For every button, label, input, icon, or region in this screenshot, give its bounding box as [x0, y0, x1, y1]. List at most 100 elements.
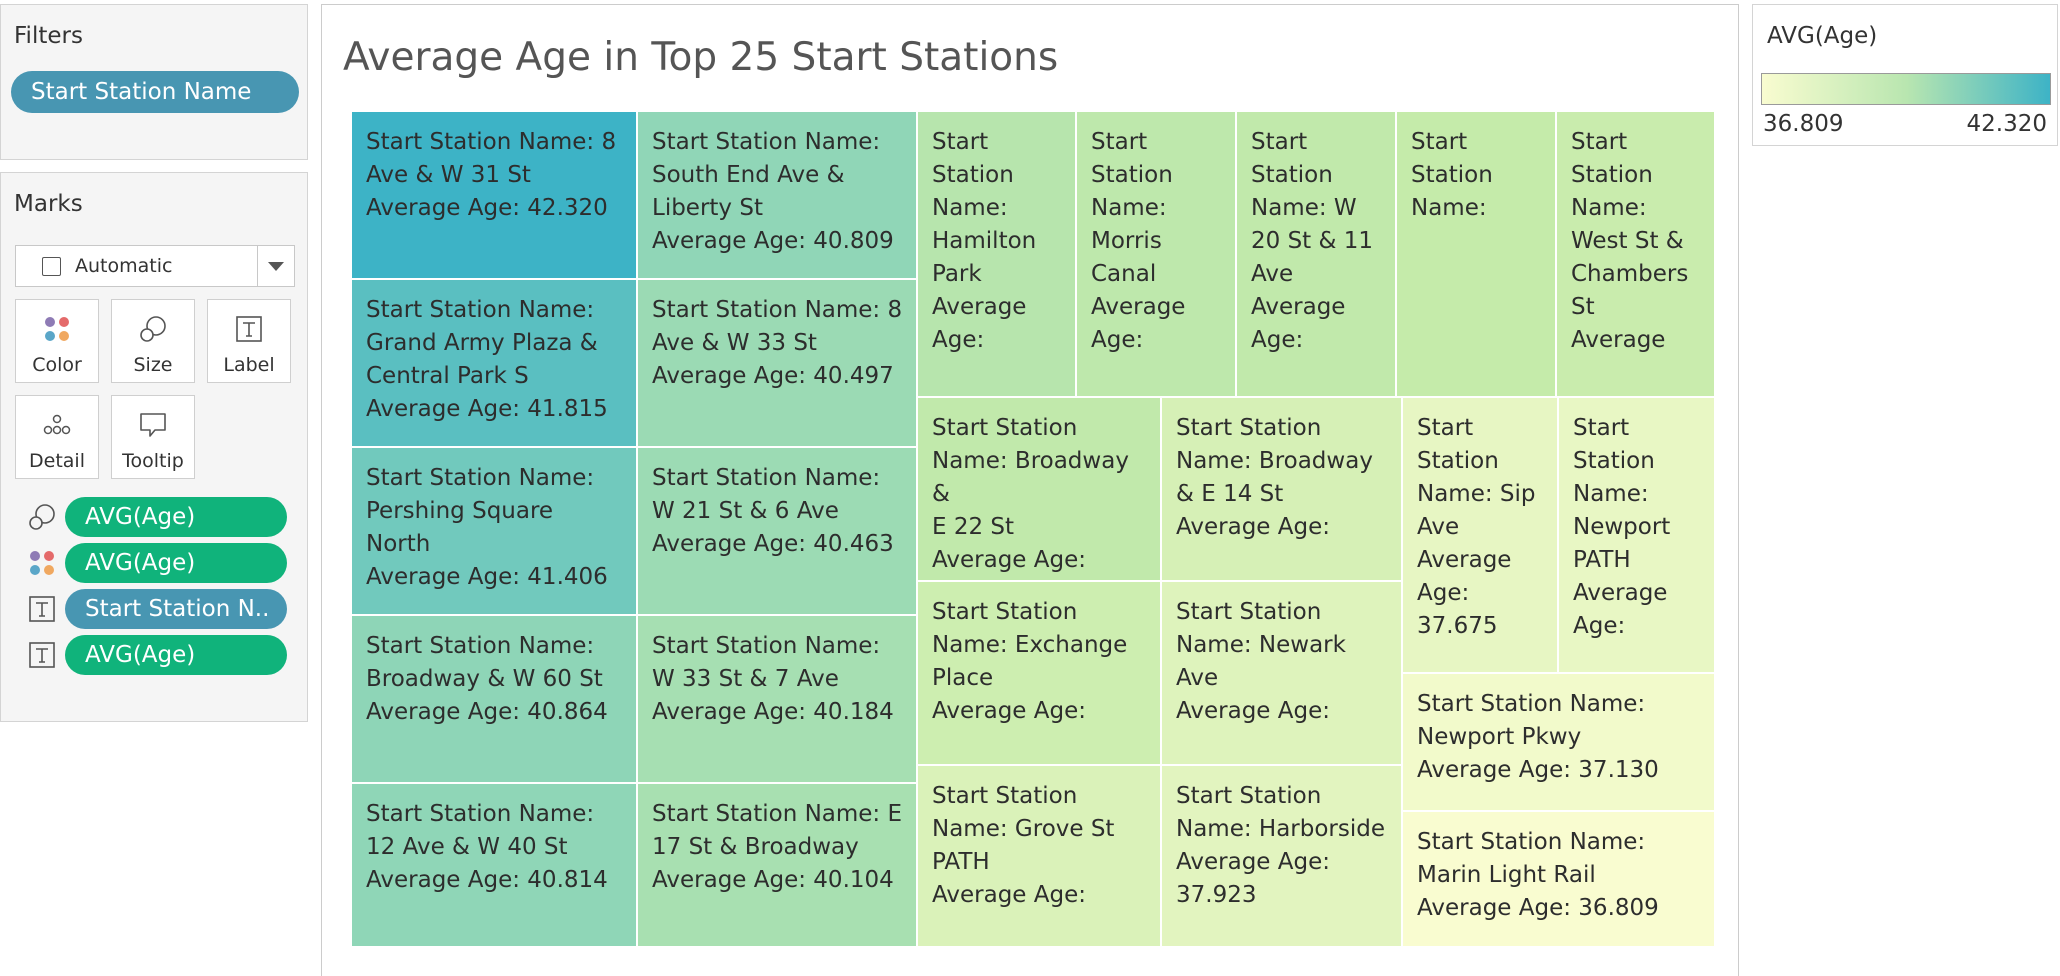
treemap-tile[interactable]: Start Station Name: Newport PATH Average Age:: [1558, 397, 1715, 673]
tile-label-line: Newport: [1573, 514, 1671, 540]
tile-label-line: Start Station Name:: [652, 633, 881, 659]
treemap-tile[interactable]: Start Station Name: Pershing Square North A…: [351, 447, 637, 615]
tile-label-line: Hamilton: [932, 228, 1037, 254]
treemap-tile[interactable]: Start Station Name: W 21 St & 6 Ave Averag…: [637, 447, 917, 615]
treemap-tile[interactable]: Start Station Name: Grove St PATH Average A…: [917, 765, 1161, 947]
tile-label-line: Start: [1571, 129, 1628, 155]
tile-label-line: Start Station: [1176, 783, 1322, 809]
legend-max-value: 42.320: [1966, 111, 2047, 137]
treemap-tile[interactable]: Start Station Name:: [1396, 111, 1556, 397]
treemap-tile[interactable]: Start Station Name: West St & Chambers St Aver…: [1556, 111, 1715, 397]
treemap-tile[interactable]: Start Station Name: 12 Ave & W 40 St Avera…: [351, 783, 637, 947]
treemap-tile[interactable]: Start Station Name: W 33 St & 7 Ave Averag…: [637, 615, 917, 783]
color-legend: AVG(Age) 36.809 42.320: [1752, 4, 2058, 146]
marks-detail-button[interactable]: Detail: [15, 395, 99, 479]
tile-label-line: Start Station Name:: [366, 297, 595, 323]
tile-label-line: Average Age: 40.864: [366, 699, 608, 725]
tile-label-line: Name: Newark: [1176, 632, 1346, 658]
viz-title: Average Age in Top 25 Start Stations: [343, 35, 1059, 80]
tile-label-line: PATH: [932, 849, 990, 875]
tile-label-line: 37.675: [1417, 613, 1498, 639]
tile-label-line: Start Station Name: 8: [366, 129, 617, 155]
color-shelf-pill[interactable]: AVG(Age): [65, 543, 287, 583]
filters-panel: Filters Start Station Name: [0, 4, 308, 160]
marks-detail-label: Detail: [29, 450, 85, 472]
detail-dots-icon: [43, 414, 71, 435]
treemap-tile[interactable]: Start Station Name: South End Ave & Libert…: [637, 111, 917, 279]
mark-type-square-icon: [42, 256, 61, 276]
tile-label-line: Average Age: 41.406: [366, 564, 608, 590]
tile-label-line: Average: [1251, 294, 1346, 320]
treemap-tile[interactable]: Start Station Name: Sip Ave Average Age: 37.67…: [1402, 397, 1558, 673]
tile-label-line: Name: Grove St: [932, 816, 1115, 842]
tile-label-line: Start: [1251, 129, 1308, 155]
tile-label-line: W 21 St & 6 Ave: [652, 498, 839, 524]
tile-label-line: Newport Pkwy: [1417, 724, 1582, 750]
marks-size-button[interactable]: Size: [111, 299, 195, 383]
treemap-tile[interactable]: Start Station Name: Hamilton Park Average Age:: [917, 111, 1076, 397]
size-circles-icon: [29, 504, 55, 530]
tile-label-line: Start Station Name: 8: [652, 297, 903, 323]
tile-label-line: Start Station Name:: [1417, 829, 1646, 855]
marks-label-button[interactable]: Label: [207, 299, 291, 383]
dropdown-divider: [257, 246, 258, 286]
tile-label-line: Start: [1417, 415, 1474, 441]
marks-tooltip-label: Tooltip: [122, 450, 184, 472]
treemap-tile[interactable]: Start Station Name: Broadway & E 22 St Aver…: [917, 397, 1161, 581]
tile-label-line: Average Age: 36.809: [1417, 895, 1659, 921]
treemap-tile[interactable]: Start Station Name: E 17 St & Broadway Ave…: [637, 783, 917, 947]
treemap-tile[interactable]: Start Station Name: W 20 St & 11 Ave Average A…: [1236, 111, 1396, 397]
treemap-tile[interactable]: Start Station Name: Broadway & E 14 St Aver…: [1161, 397, 1402, 581]
tile-label-line: Name:: [1573, 481, 1649, 507]
tile-label-line: Average Age: 40.814: [366, 867, 608, 893]
tile-label-line: Start Station: [932, 599, 1078, 625]
tile-label-line: Broadway & W 60 St: [366, 666, 603, 692]
treemap-tile[interactable]: Start Station Name: Newark Ave Average Age:: [1161, 581, 1402, 765]
tile-label-line: Average: [1091, 294, 1186, 320]
tile-label-line: & E 14 St: [1176, 481, 1284, 507]
tile-label-line: Average: [932, 294, 1027, 320]
chevron-down-icon[interactable]: [268, 262, 284, 271]
tile-label-line: Name: Sip: [1417, 481, 1536, 507]
filter-pill-start-station-name[interactable]: Start Station Name: [11, 71, 299, 113]
tile-label-line: Station: [1571, 162, 1653, 188]
treemap-tile[interactable]: Start Station Name: 8 Ave & W 31 St Averag…: [351, 111, 637, 279]
tile-label-line: Station: [1417, 448, 1499, 474]
tile-label-line: 17 St & Broadway: [652, 834, 859, 860]
tile-label-line: Name:: [1571, 195, 1647, 221]
treemap-tile[interactable]: Start Station Name: Newport Pkwy Average A…: [1402, 673, 1715, 811]
tile-label-line: Average Age:: [932, 882, 1086, 908]
tile-label-line: Central Park S: [366, 363, 529, 389]
tile-label-line: Average Age:: [1176, 514, 1330, 540]
treemap-tile[interactable]: Start Station Name: Grand Army Plaza & Cen…: [351, 279, 637, 447]
tile-label-line: Age:: [1573, 613, 1626, 639]
tile-label-line: Average Age: 40.497: [652, 363, 894, 389]
legend-gradient-bar: [1761, 73, 2051, 105]
treemap-tile[interactable]: Start Station Name: Marin Light Rail Avera…: [1402, 811, 1715, 947]
mark-type-dropdown[interactable]: Automatic: [15, 245, 295, 287]
tile-label-line: Start Station Name: E: [652, 801, 903, 827]
marks-color-button[interactable]: Color: [15, 299, 99, 383]
tile-label-line: Ave & W 31 St: [366, 162, 531, 188]
marks-size-label: Size: [133, 354, 173, 376]
tile-label-line: 20 St & 11: [1251, 228, 1374, 254]
tile-label-line: Age:: [1417, 580, 1470, 606]
tooltip-bubble-icon: [140, 413, 166, 437]
text-label-icon: [236, 316, 262, 342]
treemap-tile[interactable]: Start Station Name: Morris Canal Average Age:: [1076, 111, 1236, 397]
treemap-tile[interactable]: Start Station Name: Broadway & W 60 St Ave…: [351, 615, 637, 783]
treemap-tile[interactable]: Start Station Name: Exchange Place Average …: [917, 581, 1161, 765]
color-dots-icon: [30, 551, 54, 575]
treemap-tile[interactable]: Start Station Name: Harborside Average Age…: [1161, 765, 1402, 947]
tile-label-line: Marin Light Rail: [1417, 862, 1596, 888]
viz-worksheet: Average Age in Top 25 Start Stations Sta…: [321, 4, 1739, 976]
tile-label-line: 37.923: [1176, 882, 1257, 908]
tile-label-line: Average Age: 42.320: [366, 195, 608, 221]
tile-label-line: Average Age: 41.815: [366, 396, 608, 422]
marks-panel: Marks Automatic Color Size Label: [0, 172, 308, 722]
label-shelf-pill-station[interactable]: Start Station N..: [65, 589, 287, 629]
size-shelf-pill[interactable]: AVG(Age): [65, 497, 287, 537]
marks-tooltip-button[interactable]: Tooltip: [111, 395, 195, 479]
treemap-tile[interactable]: Start Station Name: 8 Ave & W 33 St Averag…: [637, 279, 917, 447]
label-shelf-pill-avg-age[interactable]: AVG(Age): [65, 635, 287, 675]
